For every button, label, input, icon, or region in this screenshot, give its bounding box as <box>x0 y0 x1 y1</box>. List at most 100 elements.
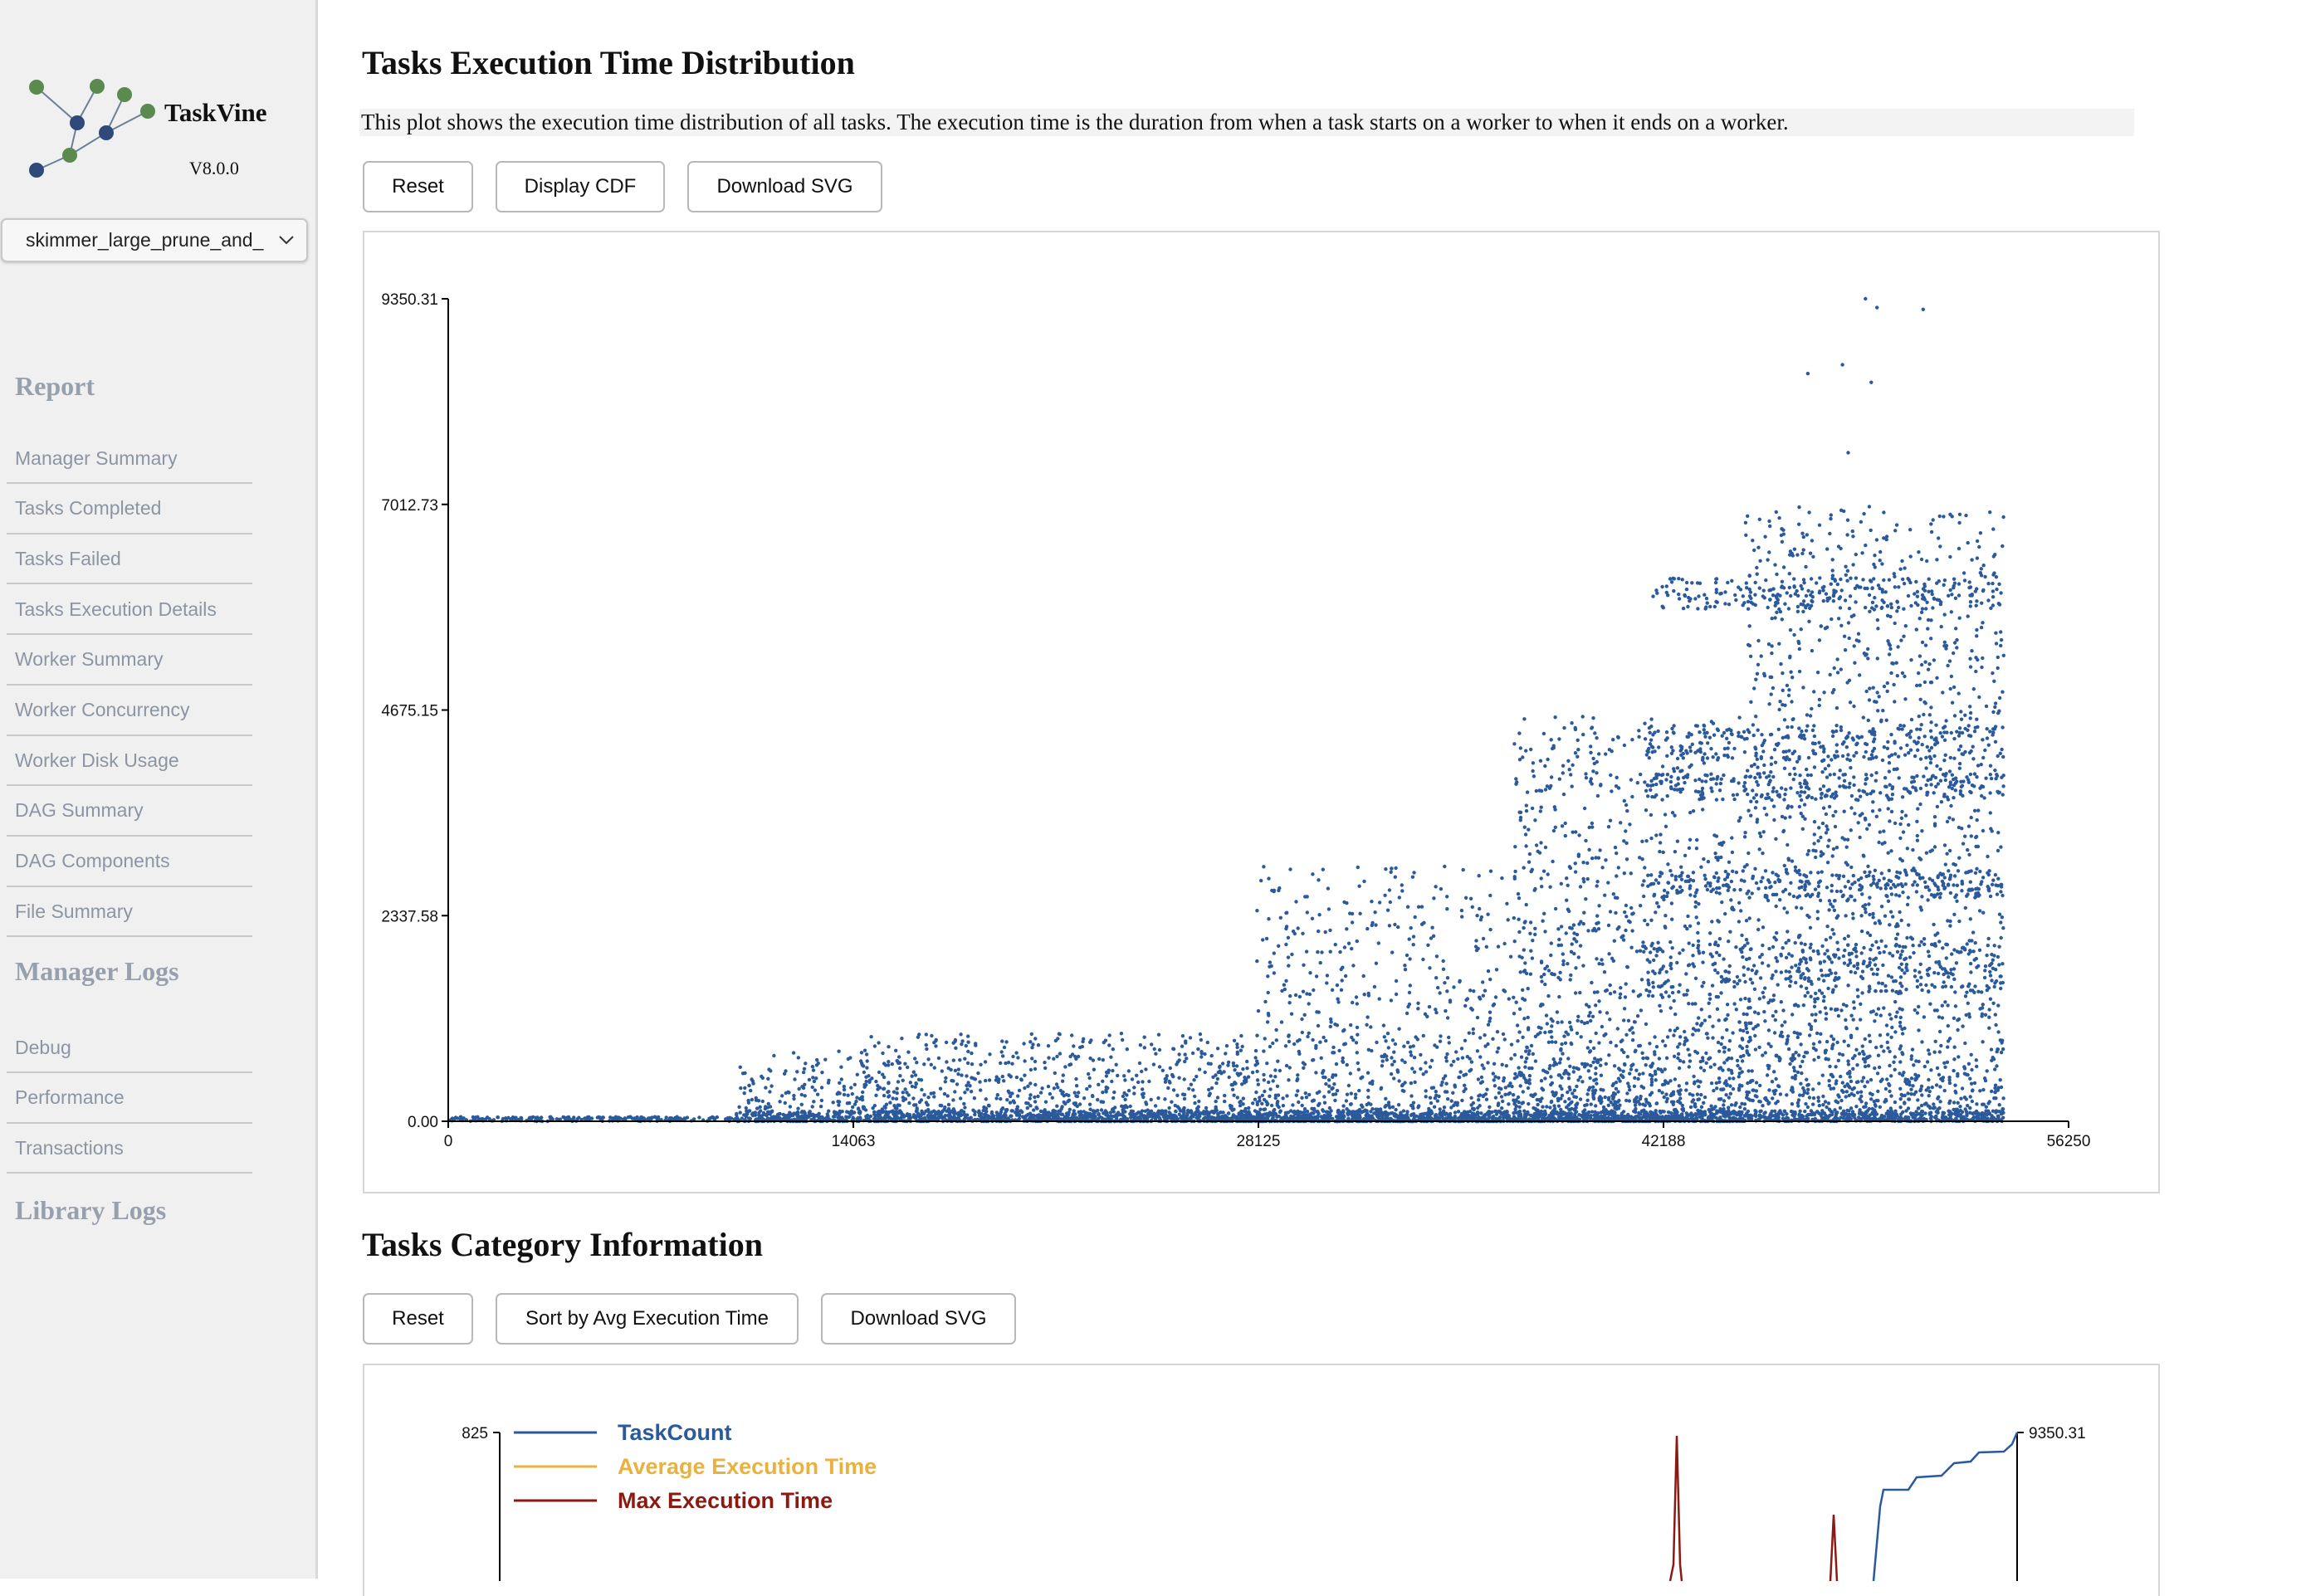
scatter-point <box>1164 1076 1169 1081</box>
scatter-point <box>1667 994 1671 998</box>
scatter-point <box>1156 1032 1161 1037</box>
scatter-point <box>1678 1096 1683 1101</box>
scatter-point <box>1781 565 1786 569</box>
scatter-point <box>1366 1088 1370 1093</box>
scatter-point <box>1439 1083 1444 1087</box>
sidebar-item-debug[interactable]: Debug <box>7 1023 252 1073</box>
scatter-point <box>1082 1096 1087 1101</box>
scatter-point <box>1088 1056 1092 1061</box>
scatter-point <box>2001 1096 2005 1101</box>
scatter-point <box>1670 917 1674 921</box>
scatter-point <box>1291 1103 1295 1107</box>
sidebar-item-tasks-failed[interactable]: Tasks Failed <box>7 534 252 585</box>
scatter-point <box>1763 1019 1767 1023</box>
scatter-point <box>1826 754 1830 759</box>
scatter-point <box>1859 1018 1863 1022</box>
sidebar-item-performance[interactable]: Performance <box>7 1074 252 1124</box>
sidebar-item-worker-concurrency[interactable]: Worker Concurrency <box>7 686 252 736</box>
scatter-point <box>1573 991 1578 995</box>
scatter-point <box>1400 1088 1405 1093</box>
sidebar-item-dag-components[interactable]: DAG Components <box>7 837 252 887</box>
scatter-point <box>1381 1023 1386 1027</box>
scatter-point <box>861 1090 865 1095</box>
scatter-point <box>1599 1087 1603 1092</box>
scatter-point <box>945 1060 949 1064</box>
scatter-point <box>1196 1105 1200 1109</box>
scatter-point <box>850 1091 854 1096</box>
sidebar-item-worker-disk-usage[interactable]: Worker Disk Usage <box>7 736 252 787</box>
sidebar-item-dag-summary[interactable]: DAG Summary <box>7 787 252 837</box>
scatter-point <box>1788 815 1792 819</box>
scatter-point <box>1517 896 1522 900</box>
scatter-point <box>1609 773 1613 778</box>
scatter-point <box>754 1096 758 1101</box>
scatter-point <box>1153 1104 1158 1108</box>
scatter-point <box>1262 1107 1266 1112</box>
scatter-point <box>1742 1107 1747 1111</box>
scatter-point <box>855 1096 859 1100</box>
scatter-point <box>1957 691 1961 696</box>
scatter-point <box>1540 885 1544 889</box>
scatter-point <box>1677 1084 1682 1088</box>
sidebar-item-tasks-completed[interactable]: Tasks Completed <box>7 485 252 534</box>
scatter-point <box>1393 1042 1398 1047</box>
scatter-point <box>1587 1050 1592 1054</box>
logo-graph-icon <box>29 79 155 178</box>
scatter-point <box>1362 993 1366 997</box>
scatter-point <box>1361 1075 1365 1079</box>
scatter-point <box>1233 1068 1237 1072</box>
reset-button[interactable]: Reset <box>363 161 473 212</box>
scatter-point <box>1735 974 1740 979</box>
sidebar-item-tasks-execution-details[interactable]: Tasks Execution Details <box>7 585 252 636</box>
scatter-point <box>1091 1058 1096 1062</box>
scatter-point <box>1717 1018 1721 1023</box>
scatter-point <box>1574 966 1578 970</box>
scatter-point <box>1327 1084 1331 1088</box>
scatter-point <box>1653 1052 1657 1057</box>
scatter-point <box>963 1105 967 1110</box>
scatter-point <box>1194 1074 1199 1079</box>
scatter-point <box>1819 1032 1823 1036</box>
scatter-point <box>1373 910 1377 915</box>
scatter-point <box>1043 1061 1047 1065</box>
scatter-point <box>1618 992 1623 996</box>
scatter-point <box>1356 1067 1361 1071</box>
scatter-point <box>1522 717 1527 721</box>
scatter-point <box>868 1114 873 1119</box>
scatter-point <box>1888 951 1892 955</box>
scatter-point <box>562 1115 567 1120</box>
download-svg-button[interactable]: Download SVG <box>687 161 882 212</box>
scatter-point <box>1449 1099 1453 1103</box>
sidebar-item-worker-summary[interactable]: Worker Summary <box>7 636 252 686</box>
scatter-point <box>796 1056 800 1060</box>
scatter-point <box>1529 747 1533 752</box>
scatter-point <box>1268 964 1272 969</box>
scatter-point <box>1836 947 1840 952</box>
scatter-point <box>1629 945 1634 949</box>
scatter-point <box>1874 771 1878 775</box>
scatter-point <box>1141 1087 1145 1091</box>
scatter-point <box>1512 1012 1517 1016</box>
scatter-point <box>1702 724 1707 728</box>
scatter-point <box>1284 926 1288 931</box>
scatter-point <box>1688 837 1693 842</box>
chevron-down-icon <box>278 228 295 251</box>
log-select-dropdown[interactable]: skimmer_large_prune_and_ <box>1 218 308 262</box>
scatter-point <box>1486 1061 1490 1065</box>
scatter-point <box>862 1105 866 1110</box>
scatter-point <box>1850 529 1854 534</box>
display-cdf-button[interactable]: Display CDF <box>496 161 665 212</box>
scatter-point <box>1351 1000 1355 1005</box>
scatter-point <box>1732 1002 1737 1006</box>
scatter-point <box>1722 730 1727 735</box>
scatter-point <box>1328 928 1332 933</box>
sidebar-item-transactions[interactable]: Transactions <box>7 1124 252 1174</box>
sidebar-item-manager-summary[interactable]: Manager Summary <box>7 434 252 484</box>
scatter-point <box>1992 679 1996 683</box>
scatter-point <box>1957 919 1961 924</box>
scatter-point <box>1290 952 1294 957</box>
scatter-point <box>1969 1081 1974 1086</box>
sidebar-item-file-summary[interactable]: File Summary <box>7 887 252 938</box>
scatter-point <box>1263 1089 1267 1094</box>
scatter-point <box>1706 860 1711 864</box>
